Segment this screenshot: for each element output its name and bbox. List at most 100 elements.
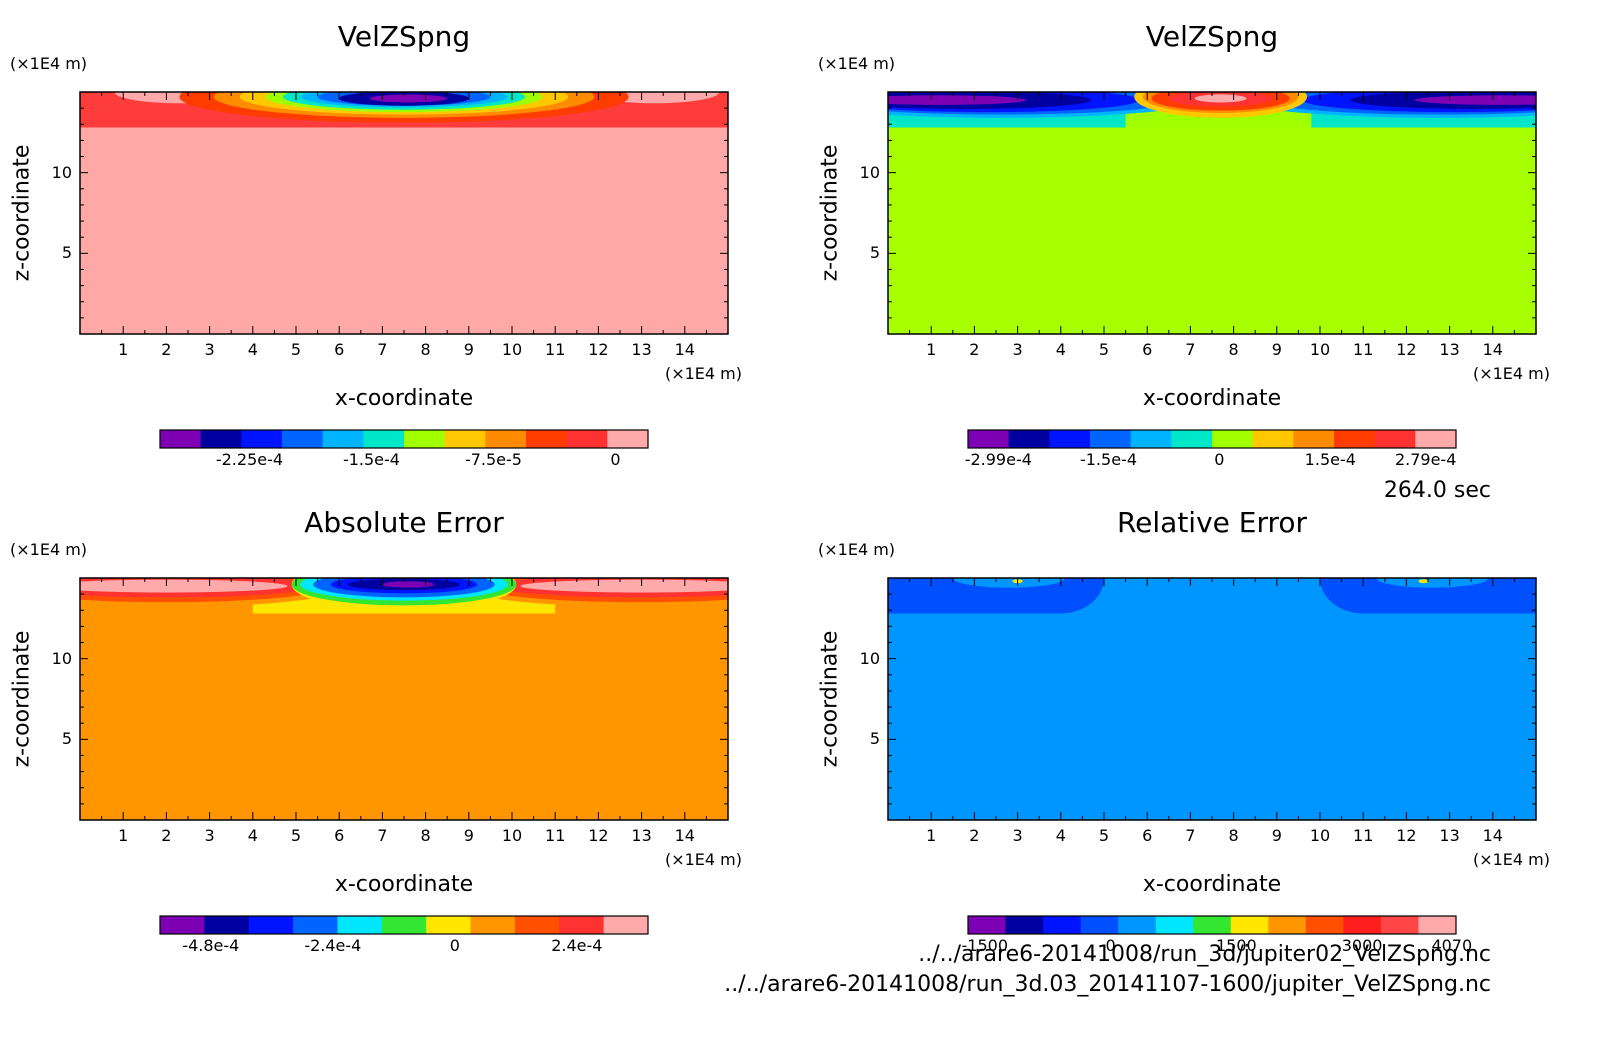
y-tick-label: 5 <box>869 729 880 749</box>
colorbar-segment <box>322 430 364 448</box>
x-tick-label: 13 <box>1439 340 1460 359</box>
colorbar-segment <box>1212 430 1254 448</box>
y-unit-label: (×1E4 m) <box>818 54 896 73</box>
x-tick-label: 9 <box>1271 340 1282 359</box>
contour-band <box>1017 578 1104 614</box>
y-tick-label: 10 <box>51 648 72 668</box>
x-tick-label: 2 <box>161 340 172 359</box>
x-unit-label: (×1E4 m) <box>664 364 742 383</box>
colorbar-segment <box>1130 430 1172 448</box>
plot-area-3 <box>80 578 728 820</box>
y-tick-label: 5 <box>61 729 72 749</box>
chart-title: Absolute Error <box>304 506 504 539</box>
colorbar-label: -4.8e-4 <box>182 936 240 955</box>
x-axis-label: x-coordinate <box>334 872 474 897</box>
y-tick-label: 10 <box>859 648 880 668</box>
colorbar-segment <box>1268 916 1307 934</box>
colorbar-segment <box>1334 430 1376 448</box>
x-tick-label: 14 <box>1482 826 1503 845</box>
colorbar-frame <box>159 915 649 935</box>
x-tick-label: 6 <box>334 826 345 845</box>
x-tick-label: 1 <box>926 340 937 359</box>
colorbar-segment <box>1193 916 1232 934</box>
x-tick-label: 4 <box>1055 826 1066 845</box>
colorbar-label: 2.4e-4 <box>551 936 603 955</box>
plot-area-1 <box>80 92 728 334</box>
colorbar-frame <box>967 429 1457 449</box>
colorbar-segment <box>968 916 1007 934</box>
colorbar-segment <box>1305 916 1344 934</box>
x-tick-label: 10 <box>501 826 523 845</box>
x-tick-label: 3 <box>204 340 215 359</box>
colorbar-segment <box>241 430 283 448</box>
contour-band <box>888 95 1027 105</box>
plot-area-2 <box>888 92 1536 334</box>
x-tick-label: 12 <box>1396 340 1417 359</box>
contour-band <box>1194 94 1247 103</box>
chart-title: VelZSpng <box>1145 20 1279 53</box>
contour-band <box>1415 95 1536 105</box>
x-tick-label: 2 <box>969 340 980 359</box>
contour-band <box>369 94 448 103</box>
colorbar-segment <box>1080 916 1119 934</box>
x-tick-label: 5 <box>290 340 302 359</box>
colorbar-segment <box>160 430 202 448</box>
x-tick-label: 3 <box>1012 340 1023 359</box>
colorbar-segment <box>470 916 516 934</box>
file-path-2: ../../arare6-20141008/run_3d.03_20141107… <box>724 972 1491 997</box>
x-tick-label: 4 <box>247 340 258 359</box>
x-tick-label: 8 <box>1228 826 1239 845</box>
x-tick-label: 9 <box>463 340 474 359</box>
colorbar-segment <box>1155 916 1194 934</box>
colorbar-label: -2.4e-4 <box>304 936 362 955</box>
contour-band <box>382 581 435 588</box>
colorbar-segment <box>293 916 338 934</box>
x-tick-label: 5 <box>1098 826 1110 845</box>
x-tick-label: 10 <box>501 340 523 359</box>
colorbar-segment <box>1049 430 1091 448</box>
x-tick-label: 5 <box>290 826 302 845</box>
x-tick-label: 7 <box>377 340 388 359</box>
colorbar-segment <box>526 430 568 448</box>
x-unit-label: (×1E4 m) <box>1472 364 1550 383</box>
x-tick-label: 8 <box>1228 340 1239 359</box>
x-tick-label: 1 <box>118 340 129 359</box>
y-unit-label: (×1E4 m) <box>818 540 896 559</box>
x-tick-label: 1 <box>118 826 129 845</box>
colorbar-segment <box>1043 916 1082 934</box>
colorbar-segment <box>603 916 649 934</box>
colorbar-segment <box>1171 430 1213 448</box>
x-tick-label: 11 <box>1353 826 1374 845</box>
colorbar-label: 3000 <box>1341 936 1383 955</box>
plot-background <box>888 92 1536 334</box>
colorbar-label: 1.5e-4 <box>1304 450 1356 469</box>
x-tick-label: 14 <box>674 340 695 359</box>
contour-band <box>1418 579 1429 584</box>
x-unit-label: (×1E4 m) <box>664 850 742 869</box>
x-tick-label: 4 <box>247 826 258 845</box>
x-tick-label: 12 <box>1396 826 1417 845</box>
x-axis-label: x-coordinate <box>334 386 474 411</box>
x-tick-label: 9 <box>463 826 474 845</box>
colorbar-segment <box>204 916 250 934</box>
contour-band <box>952 578 1066 588</box>
y-axis-label: z-coordinate <box>817 144 843 282</box>
colorbar-segment <box>444 430 486 448</box>
x-unit-label: (×1E4 m) <box>1472 850 1550 869</box>
file-path-1: ../../arare6-20141008/run_3d/jupiter02_V… <box>918 942 1491 967</box>
plot-background <box>80 92 728 334</box>
x-tick-label: 2 <box>161 826 172 845</box>
y-tick-label: 10 <box>51 162 72 182</box>
colorbar-segment <box>1293 430 1335 448</box>
colorbar-segment <box>1380 916 1419 934</box>
x-tick-label: 10 <box>1309 826 1331 845</box>
colorbar-segment <box>1418 916 1457 934</box>
colorbar-label: 0 <box>449 936 460 955</box>
colorbar-segment <box>381 916 427 934</box>
colorbar-label: -1.5e-4 <box>1079 450 1137 469</box>
colorbar-segment <box>1118 916 1157 934</box>
colorbar-label: 0 <box>1105 936 1116 955</box>
colorbar-segment <box>282 430 324 448</box>
x-tick-label: 1 <box>926 826 937 845</box>
